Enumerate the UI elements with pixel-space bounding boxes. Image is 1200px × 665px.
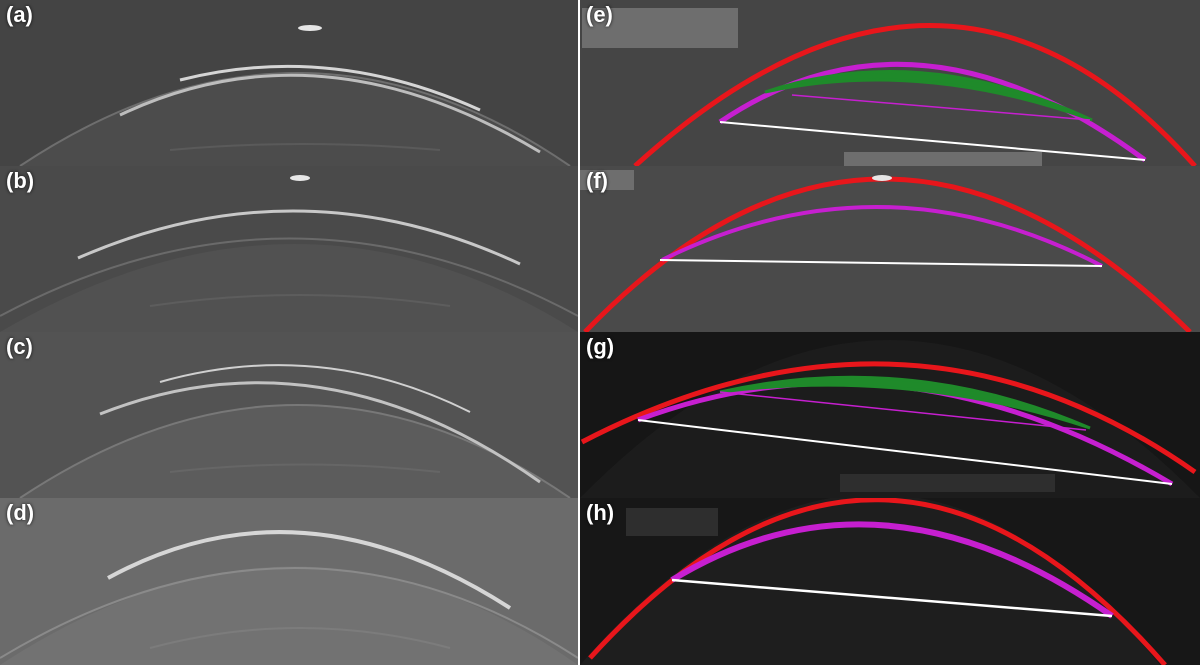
oct-scan-image-c	[0, 332, 578, 498]
lens-region	[764, 70, 1093, 122]
inner-boundary-curve	[661, 205, 1103, 268]
segmented-scan-image-h	[580, 498, 1200, 665]
oct-scan-image-b	[0, 166, 578, 332]
lens-region	[719, 375, 1091, 430]
panel-label-d: (d)	[6, 500, 35, 525]
panel-a: (a)	[0, 0, 578, 166]
inner-chord-line	[719, 391, 1087, 431]
panel-label-e: (e)	[586, 2, 613, 27]
baseline-chord-line	[659, 259, 1103, 267]
panel-f: (f)	[580, 166, 1200, 332]
panel-d: (d)	[0, 498, 578, 665]
segmented-scan-image-g	[580, 332, 1200, 498]
baseline-chord-line	[637, 419, 1173, 485]
panel-label-f: (f)	[586, 168, 608, 193]
panel-g: (g)	[580, 332, 1200, 498]
redaction-box	[844, 152, 1042, 166]
outer-boundary-curve	[580, 361, 1197, 475]
baseline-chord-line	[671, 578, 1113, 618]
redaction-box	[580, 170, 634, 190]
panel-label-b: (b)	[6, 168, 35, 193]
panel-label-c: (c)	[6, 334, 33, 359]
segmented-scan-image-e	[580, 0, 1200, 166]
segmented-scan-image-f	[580, 166, 1200, 332]
redaction-box	[840, 474, 1055, 492]
panel-h: (h)	[580, 498, 1200, 665]
panel-label-a: (a)	[6, 2, 33, 27]
redaction-box	[626, 508, 718, 536]
panel-c: (c)	[0, 332, 578, 498]
panel-label-h: (h)	[586, 500, 615, 525]
inner-chord-line	[791, 94, 1091, 121]
panel-label-g: (g)	[586, 334, 615, 359]
panel-b: (b)	[0, 166, 578, 332]
baseline-chord-line	[719, 121, 1146, 161]
oct-scan-image-a	[0, 0, 578, 166]
oct-scan-image-d	[0, 498, 578, 665]
redaction-box	[582, 8, 738, 48]
outer-boundary-curve	[633, 23, 1197, 166]
panel-e: (e)	[580, 0, 1200, 166]
inner-boundary-curve	[670, 521, 1114, 619]
